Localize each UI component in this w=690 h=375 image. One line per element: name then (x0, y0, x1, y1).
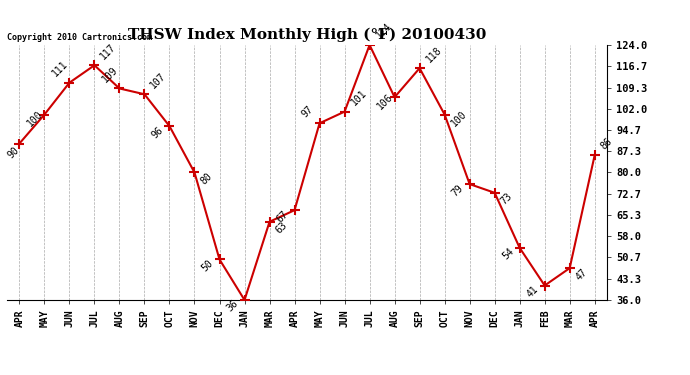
Text: 54: 54 (500, 246, 515, 262)
Text: 100: 100 (25, 109, 45, 128)
Text: 111: 111 (50, 59, 70, 78)
Text: 90: 90 (6, 145, 21, 160)
Text: 67: 67 (275, 209, 290, 224)
Text: 80: 80 (199, 171, 214, 186)
Text: 41: 41 (525, 284, 540, 299)
Text: 109: 109 (100, 65, 119, 84)
Text: 73: 73 (499, 191, 514, 207)
Text: 97: 97 (300, 104, 315, 119)
Text: 63: 63 (274, 220, 289, 236)
Text: Copyright 2010 Cartronics.com: Copyright 2010 Cartronics.com (7, 33, 152, 42)
Text: 47: 47 (574, 267, 589, 282)
Text: 79: 79 (450, 183, 466, 198)
Text: 100: 100 (448, 109, 469, 128)
Text: 124: 124 (374, 21, 393, 41)
Text: 36: 36 (225, 298, 240, 314)
Text: 101: 101 (348, 88, 368, 108)
Text: 107: 107 (148, 70, 168, 90)
Text: 50: 50 (200, 258, 215, 273)
Title: THSW Index Monthly High (°F) 20100430: THSW Index Monthly High (°F) 20100430 (128, 28, 486, 42)
Text: 117: 117 (99, 42, 118, 61)
Text: 106: 106 (375, 92, 395, 111)
Text: 86: 86 (599, 136, 614, 151)
Text: 118: 118 (424, 45, 443, 64)
Text: 96: 96 (150, 124, 166, 140)
